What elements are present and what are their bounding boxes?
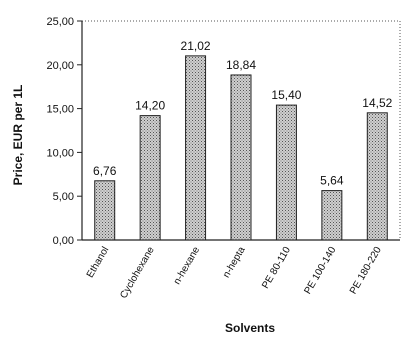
x-tick-label: Cyclohexane — [118, 245, 157, 301]
x-tick-label: Ethanol — [85, 245, 111, 280]
y-tick-label: 20,00 — [46, 60, 74, 72]
bar — [230, 74, 252, 241]
bars: 6,76 14,20 21,02 18,84 15,40 5,64 14,52 — [93, 39, 393, 241]
y-tick-label: 25,00 — [46, 16, 74, 28]
x-tick-label: PE 80-110 — [260, 245, 293, 291]
bar-value-label: 14,20 — [135, 99, 165, 113]
x-axis-title: Solvents — [225, 321, 275, 335]
y-tick-label: 0,00 — [53, 235, 74, 247]
bar-value-label: 21,02 — [181, 39, 211, 53]
y-axis: 0,00 5,00 10,00 15,00 20,00 25,00 — [46, 16, 82, 247]
bar — [275, 104, 297, 241]
y-tick-label: 5,00 — [53, 191, 74, 203]
x-tick-label: PE 100-140 — [303, 245, 339, 297]
x-axis: Ethanol Cyclohexane n-hexane n-hepta PE 80-1… — [85, 245, 384, 301]
x-tick-label: n-hexane — [172, 245, 203, 287]
bar — [366, 112, 388, 241]
bar-value-label: 14,52 — [362, 96, 392, 110]
bar-value-label: 15,40 — [271, 88, 301, 102]
y-axis-title: Price, EUR per 1L — [11, 85, 25, 186]
y-tick-label: 15,00 — [46, 104, 74, 116]
bar-value-label: 6,76 — [93, 164, 117, 178]
bar — [185, 55, 207, 241]
y-tick-label: 10,00 — [46, 147, 74, 159]
x-tick-label: PE 180-220 — [348, 245, 384, 297]
bar — [94, 180, 116, 241]
bar-value-label: 5,64 — [320, 174, 344, 188]
bar-value-label: 18,84 — [226, 58, 256, 72]
x-tick-label: n-hepta — [221, 245, 248, 280]
bar — [139, 115, 161, 241]
bar — [321, 190, 343, 241]
